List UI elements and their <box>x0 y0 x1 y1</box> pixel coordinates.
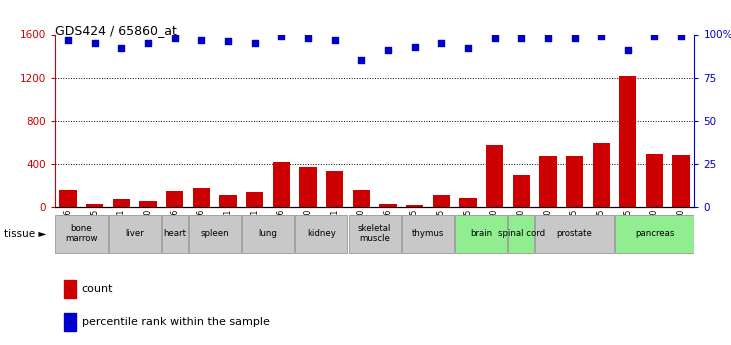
Point <box>196 37 208 42</box>
Bar <box>352 190 370 207</box>
Point <box>169 35 181 41</box>
Point <box>222 39 234 44</box>
FancyBboxPatch shape <box>509 215 534 253</box>
FancyBboxPatch shape <box>402 215 454 253</box>
Point <box>355 58 367 63</box>
Bar <box>113 199 130 207</box>
Bar <box>300 167 317 207</box>
FancyBboxPatch shape <box>109 215 161 253</box>
Point <box>329 37 341 42</box>
Bar <box>566 156 583 207</box>
Text: pancreas: pancreas <box>635 229 674 238</box>
Text: kidney: kidney <box>307 229 336 238</box>
Point <box>409 44 420 49</box>
Text: spleen: spleen <box>200 229 229 238</box>
Bar <box>219 195 237 207</box>
FancyBboxPatch shape <box>535 215 614 253</box>
Bar <box>539 156 556 207</box>
Bar <box>379 204 397 207</box>
Text: prostate: prostate <box>556 229 592 238</box>
Bar <box>86 204 104 207</box>
Bar <box>459 198 477 207</box>
Bar <box>486 145 503 207</box>
Point <box>143 40 154 46</box>
Point <box>302 35 314 41</box>
FancyBboxPatch shape <box>349 215 401 253</box>
Point <box>542 35 553 41</box>
Text: bone
marrow: bone marrow <box>65 224 98 244</box>
Point <box>436 40 447 46</box>
Point <box>489 35 501 41</box>
Bar <box>273 162 290 207</box>
Bar <box>619 76 637 207</box>
Point <box>462 46 474 51</box>
Point <box>89 40 101 46</box>
Point <box>276 33 287 39</box>
Bar <box>193 188 210 207</box>
Bar <box>140 200 156 207</box>
Bar <box>326 171 344 207</box>
Point <box>569 35 580 41</box>
Text: brain: brain <box>470 229 492 238</box>
FancyBboxPatch shape <box>615 215 694 253</box>
Text: liver: liver <box>126 229 144 238</box>
Point <box>515 35 527 41</box>
Text: skeletal
muscle: skeletal muscle <box>358 224 391 244</box>
Text: percentile rank within the sample: percentile rank within the sample <box>82 317 270 327</box>
Point <box>595 33 607 39</box>
Point <box>648 33 660 39</box>
Bar <box>593 144 610 207</box>
Bar <box>64 313 76 331</box>
Point <box>382 47 394 53</box>
Point <box>62 37 74 42</box>
Bar <box>512 175 530 207</box>
Point <box>675 33 687 39</box>
FancyBboxPatch shape <box>295 215 347 253</box>
FancyBboxPatch shape <box>189 215 240 253</box>
Text: GDS424 / 65860_at: GDS424 / 65860_at <box>55 24 177 37</box>
Bar <box>433 195 450 207</box>
Bar <box>246 192 263 207</box>
Bar <box>406 205 423 207</box>
Bar <box>673 155 690 207</box>
Bar <box>59 190 77 207</box>
Point <box>249 40 260 46</box>
Bar <box>64 280 76 298</box>
Text: count: count <box>82 284 113 294</box>
FancyBboxPatch shape <box>162 215 188 253</box>
Bar <box>166 191 183 207</box>
Point <box>622 47 634 53</box>
Text: lung: lung <box>259 229 278 238</box>
Text: thymus: thymus <box>412 229 444 238</box>
Text: spinal cord: spinal cord <box>498 229 545 238</box>
FancyBboxPatch shape <box>242 215 294 253</box>
Text: heart: heart <box>163 229 186 238</box>
Point <box>115 46 127 51</box>
FancyBboxPatch shape <box>455 215 507 253</box>
Bar <box>645 154 663 207</box>
FancyBboxPatch shape <box>56 215 107 253</box>
Text: tissue ►: tissue ► <box>4 229 46 238</box>
